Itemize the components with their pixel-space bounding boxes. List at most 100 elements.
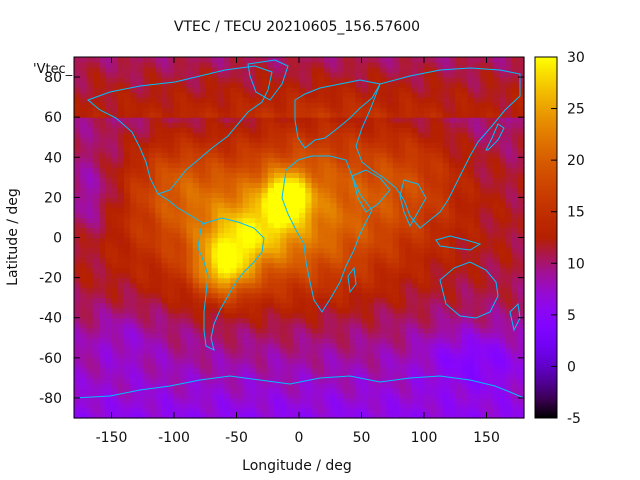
heatmap-cell: [111, 292, 119, 299]
heatmap-cell: [261, 292, 269, 299]
heatmap-cell: [455, 247, 463, 254]
heatmap-cell: [161, 362, 169, 369]
heatmap-cell: [374, 72, 381, 78]
heatmap-cell: [92, 257, 100, 264]
heatmap-cell: [436, 407, 444, 414]
heatmap-cell: [417, 367, 425, 374]
heatmap-cell: [255, 327, 263, 334]
heatmap-cell: [92, 117, 100, 123]
heatmap-cell: [480, 277, 488, 284]
heatmap-cell: [236, 382, 244, 389]
heatmap-cell: [436, 177, 444, 183]
heatmap-cell: [274, 242, 281, 249]
heatmap-cell: [149, 197, 156, 203]
heatmap-cell: [317, 162, 325, 168]
heatmap-cell: [124, 147, 131, 153]
heatmap-cell: [111, 117, 119, 123]
heatmap-cell: [167, 387, 175, 394]
heatmap-cell: [242, 77, 250, 83]
heatmap-cell: [324, 312, 331, 319]
heatmap-cell: [367, 282, 375, 289]
heatmap-cell: [386, 302, 394, 309]
heatmap-cell: [505, 277, 513, 284]
heatmap-cell: [236, 222, 244, 229]
heatmap-cell: [249, 87, 256, 93]
heatmap-cell: [424, 412, 431, 419]
heatmap-cell: [124, 397, 131, 404]
heatmap-cell: [499, 282, 506, 289]
heatmap-cell: [324, 227, 331, 234]
heatmap-cell: [286, 182, 294, 188]
heatmap-cell: [167, 402, 175, 409]
heatmap-cell: [205, 367, 213, 374]
heatmap-cell: [367, 322, 375, 329]
heatmap-cell: [230, 197, 238, 203]
heatmap-cell: [367, 202, 375, 209]
heatmap-cell: [267, 342, 275, 349]
heatmap-cell: [92, 377, 100, 384]
heatmap-cell: [424, 247, 431, 254]
heatmap-cell: [392, 67, 400, 73]
heatmap-cell: [474, 147, 481, 153]
heatmap-cell: [192, 317, 200, 324]
heatmap-cell: [355, 372, 363, 379]
heatmap-cell: [342, 327, 350, 334]
heatmap-cell: [286, 342, 294, 349]
heatmap-cell: [292, 92, 300, 98]
heatmap-cell: [105, 277, 113, 284]
heatmap-cell: [242, 117, 250, 123]
heatmap-cell: [211, 307, 219, 314]
heatmap-cell: [317, 62, 325, 68]
heatmap-cell: [405, 112, 413, 118]
heatmap-cell: [124, 307, 131, 314]
heatmap-cell: [192, 387, 200, 394]
heatmap-cell: [236, 282, 244, 289]
heatmap-cell: [99, 247, 106, 254]
heatmap-cell: [249, 197, 256, 203]
heatmap-cell: [167, 102, 175, 108]
heatmap-cell: [367, 352, 375, 359]
heatmap-cell: [174, 72, 181, 78]
heatmap-cell: [299, 232, 306, 239]
heatmap-cell: [199, 142, 206, 148]
heatmap-cell: [499, 72, 506, 78]
heatmap-cell: [317, 232, 325, 239]
heatmap-cell: [380, 332, 388, 339]
heatmap-cell: [136, 202, 144, 209]
heatmap-cell: [449, 327, 456, 334]
heatmap-cell: [86, 182, 94, 188]
heatmap-cell: [342, 297, 350, 304]
heatmap-cell: [117, 327, 125, 334]
heatmap-cell: [261, 57, 269, 63]
heatmap-cell: [274, 282, 281, 289]
heatmap-cell: [261, 62, 269, 68]
heatmap-cell: [224, 72, 231, 78]
heatmap-cell: [230, 212, 238, 219]
heatmap-cell: [430, 107, 438, 113]
heatmap-cell: [174, 117, 181, 123]
heatmap-cell: [192, 72, 200, 78]
heatmap-cell: [417, 162, 425, 168]
heatmap-cell: [274, 347, 281, 354]
heatmap-cell: [361, 277, 369, 284]
heatmap-cell: [499, 152, 506, 158]
heatmap-cell: [105, 332, 113, 339]
heatmap-cell: [280, 347, 288, 354]
heatmap-cell: [167, 157, 175, 163]
heatmap-cell: [349, 62, 356, 68]
heatmap-cell: [411, 57, 419, 63]
heatmap-cell: [99, 277, 106, 284]
heatmap-cell: [317, 242, 325, 249]
heatmap-cell: [186, 342, 194, 349]
heatmap-cell: [267, 377, 275, 384]
heatmap-cell: [136, 307, 144, 314]
heatmap-cell: [99, 167, 106, 173]
heatmap-cell: [261, 187, 269, 193]
heatmap-cell: [230, 392, 238, 399]
heatmap-cell: [424, 227, 431, 234]
heatmap-cell: [342, 187, 350, 193]
heatmap-cell: [286, 127, 294, 133]
heatmap-cell: [230, 247, 238, 254]
heatmap-cell: [367, 317, 375, 324]
heatmap-cell: [480, 112, 488, 118]
